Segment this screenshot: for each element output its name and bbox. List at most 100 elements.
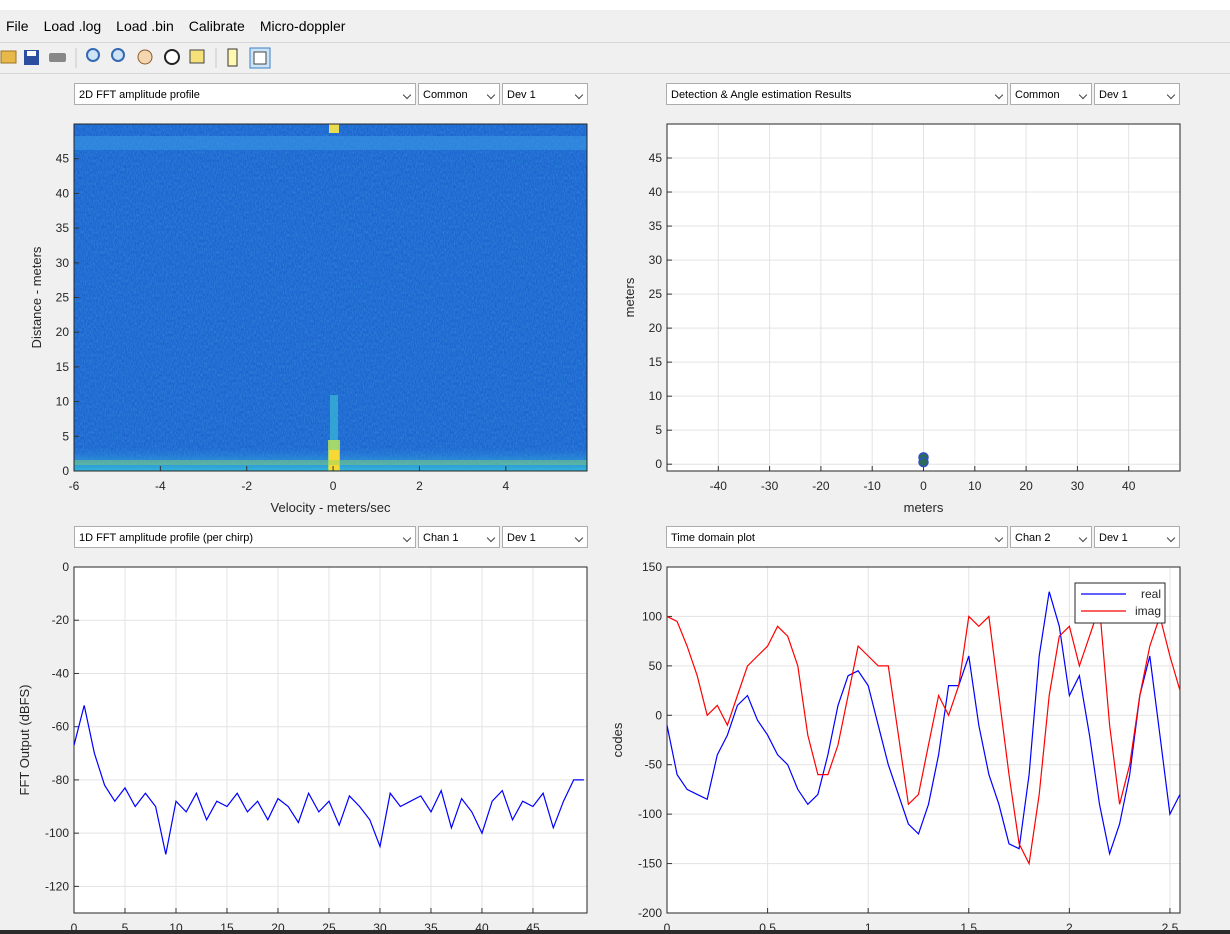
y-tick-label: 35: [649, 219, 663, 233]
y-tick-label: -200: [638, 906, 662, 920]
y-axis-label: codes: [610, 722, 625, 757]
menu-item[interactable]: Load .bin: [116, 18, 174, 34]
x-axis-label: Velocity - meters/sec: [271, 500, 391, 515]
axes: 0 5 10 15 20 25 30 35 40 45 -120 -100 -80 -60 -40 -20 0: [45, 560, 588, 930]
axes: -40 -30 -20 -10 0 10 20 30 40 0 5 10 15 20 25 30 35 40 45: [649, 123, 1181, 493]
y-tick-label: 5: [655, 423, 662, 437]
device-select[interactable]: Dev 1: [1094, 526, 1180, 548]
x-axis-label: meters: [904, 500, 944, 515]
save-label: [27, 51, 36, 56]
axes-box: [73, 566, 588, 914]
plot-select[interactable]: Time domain plot: [666, 526, 1008, 548]
y-tick-label: 100: [642, 609, 662, 623]
axes: 0 0.5 1 1.5 2 2.5 -200 -150 -100 -50 0 50 100 150: [638, 560, 1181, 930]
y-tick-label: 0: [62, 560, 69, 574]
y-tick-label: 10: [649, 389, 663, 403]
x-tick-label: 0: [330, 479, 337, 493]
channel-select[interactable]: Chan 1: [418, 526, 500, 548]
x-tick-label: 40: [1122, 479, 1136, 493]
y-tick-label: 10: [56, 395, 70, 409]
x-tick-label: 1.5: [960, 921, 977, 930]
x-tick-label: 20: [1019, 479, 1033, 493]
x-tick-label: 10: [968, 479, 982, 493]
x-tick-label: 0: [920, 479, 927, 493]
y-tick-label: 45: [56, 152, 70, 166]
plot-area: [74, 567, 587, 913]
x-tick-label: 20: [271, 921, 285, 930]
menu-item[interactable]: Micro-doppler: [259, 18, 346, 34]
y-axis-label: meters: [622, 277, 637, 317]
device-select[interactable]: Dev 1: [502, 526, 588, 548]
y-tick-label: 0: [62, 464, 69, 478]
y-tick-label: -120: [45, 879, 69, 893]
y-tick-label: 40: [56, 186, 70, 200]
axes-box: [666, 123, 1181, 472]
x-tick-label: 0.5: [759, 921, 776, 930]
x-tick-label: 30: [373, 921, 387, 930]
x-tick-label: -40: [710, 479, 728, 493]
y-tick-label: 25: [649, 287, 663, 301]
device-select[interactable]: Dev 1: [1094, 83, 1180, 105]
plot-select[interactable]: 2D FFT amplitude profile: [74, 83, 416, 105]
x-tick-label: 2.5: [1162, 921, 1179, 930]
toolbar-icons: [0, 47, 271, 69]
x-tick-label: 45: [526, 921, 540, 930]
x-tick-label: 10: [169, 921, 183, 930]
menu-item[interactable]: Load .log: [43, 18, 102, 34]
y-tick-label: 30: [56, 256, 70, 270]
y-tick-label: -40: [52, 666, 70, 680]
y-tick-label: 0: [655, 457, 662, 471]
zoom-in-icon[interactable]: [86, 48, 100, 62]
heatmap-image: [74, 124, 587, 471]
y-tick-label: -100: [638, 807, 662, 821]
legend-icon-inner: [253, 51, 267, 65]
menu-item[interactable]: File: [6, 18, 29, 34]
y-tick-label: -80: [52, 773, 70, 787]
channel-select[interactable]: Chan 2: [1010, 526, 1092, 548]
y-tick-label: -60: [52, 720, 70, 734]
menu-bar: File Load .log Load .bin Calibrate Micro…: [0, 14, 1230, 40]
y-tick-label: 0: [655, 708, 662, 722]
menu-item[interactable]: Calibrate: [188, 18, 245, 34]
y-tick-label: 20: [649, 321, 663, 335]
y-tick-label: 150: [642, 560, 662, 574]
x-tick-label: 2: [1066, 921, 1073, 930]
x-tick-label: 4: [502, 479, 509, 493]
device-select[interactable]: Dev 1: [502, 83, 588, 105]
x-tick-label: -4: [155, 479, 166, 493]
toolbar: [0, 42, 1230, 74]
taskbar-edge: [0, 930, 1230, 934]
y-tick-label: 30: [649, 253, 663, 267]
channel-select[interactable]: Common: [418, 83, 500, 105]
legend-label: imag: [1135, 604, 1161, 618]
zoom-out-icon[interactable]: [111, 48, 125, 62]
y-tick-label: 25: [56, 291, 70, 305]
plot-select[interactable]: Detection & Angle estimation Results: [666, 83, 1008, 105]
x-tick-label: 5: [122, 921, 129, 930]
colorbar-icon[interactable]: [227, 48, 238, 67]
print-icon[interactable]: [49, 53, 66, 62]
x-tick-label: 0: [71, 921, 78, 930]
y-tick-label: 20: [56, 325, 70, 339]
y-tick-label: 45: [649, 151, 663, 165]
y-tick-label: 50: [649, 659, 663, 673]
pan-icon[interactable]: [137, 49, 153, 65]
x-tick-label: -20: [812, 479, 830, 493]
x-tick-label: 25: [322, 921, 336, 930]
x-tick-label: 30: [1071, 479, 1085, 493]
datacursor-icon[interactable]: [189, 49, 205, 64]
y-tick-label: 35: [56, 221, 70, 235]
x-tick-label: 1: [865, 921, 872, 930]
y-tick-label: 15: [649, 355, 663, 369]
y-axis-label: FFT Output (dBFS): [17, 684, 32, 795]
data-line: [73, 705, 584, 855]
open-icon[interactable]: [0, 50, 17, 64]
y-tick-label: 5: [62, 429, 69, 443]
plot-select[interactable]: 1D FFT amplitude profile (per chirp): [74, 526, 416, 548]
rotate-icon[interactable]: [164, 49, 180, 65]
plot-area: [667, 567, 1180, 913]
channel-select[interactable]: Common: [1010, 83, 1092, 105]
data-line: [666, 591, 1181, 857]
